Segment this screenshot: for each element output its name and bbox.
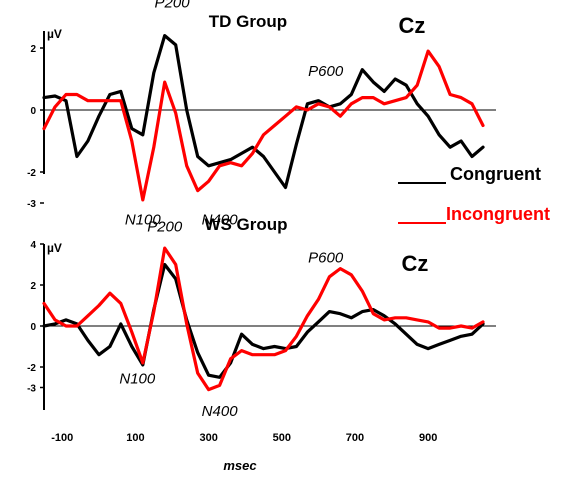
legend-label-incongruent: Incongruent (446, 204, 550, 224)
annotation-p600: P600 (308, 249, 344, 266)
annotation-p200: P200 (155, 0, 191, 12)
y-tick-label: 2 (30, 281, 36, 292)
x-tick-label: 700 (346, 432, 364, 444)
panel-title: WS Group (204, 215, 287, 234)
series-lines (42, 246, 485, 392)
x-tick-label: 500 (273, 432, 291, 444)
panel-title: TD Group (209, 12, 287, 31)
y-tick-label: -2 (27, 168, 36, 179)
series-line-congruent (42, 33, 485, 190)
annotation-p200: P200 (147, 219, 183, 236)
electrode-label: Cz (402, 251, 429, 276)
annotation-p600: P600 (308, 63, 344, 80)
annotation-n100: N100 (125, 212, 162, 229)
x-tick-label: 100 (126, 432, 144, 444)
series-line-incongruent (42, 246, 485, 392)
y-tick-label: 0 (30, 322, 36, 333)
series-line-incongruent (42, 49, 485, 202)
y-tick-label: 0 (30, 106, 36, 117)
x-tick-label: 900 (419, 432, 437, 444)
x-axis-label: msec (223, 458, 257, 473)
annotation-n400: N400 (202, 212, 239, 229)
series-line-congruent (42, 262, 485, 379)
legend-label-congruent: Congruent (450, 164, 541, 184)
x-tick-label: 300 (199, 432, 217, 444)
annotation-n100: N100 (119, 370, 156, 387)
y-ticks: 4 2 0 -2 -3 (27, 240, 44, 395)
peak-annotations: P200 N100 N400 P600 (125, 0, 344, 229)
series-lines (42, 33, 485, 202)
y-tick-label: 2 (30, 44, 36, 55)
y-tick-label: -3 (27, 199, 36, 210)
electrode-label: Cz (399, 13, 426, 38)
legend: Congruent Incongruent (398, 164, 550, 224)
y-tick-label: -2 (27, 363, 36, 374)
y-tick-label: 4 (30, 240, 36, 251)
y-ticks: 420-2-3 (27, 44, 44, 210)
y-unit-label: µV (47, 27, 62, 41)
annotation-n400: N400 (202, 403, 239, 420)
x-tick-label: -100 (51, 432, 73, 444)
y-tick-label: -3 (27, 384, 36, 395)
y-unit-label: µV (47, 241, 62, 255)
ws-group-panel: WS Group Cz µV 420-2-3 P200N100N400P600 … (27, 215, 496, 473)
x-ticks: -100 100 300 500 700 900 (51, 432, 437, 444)
peak-annotations: P200 N100 N400 P600 (119, 219, 344, 421)
